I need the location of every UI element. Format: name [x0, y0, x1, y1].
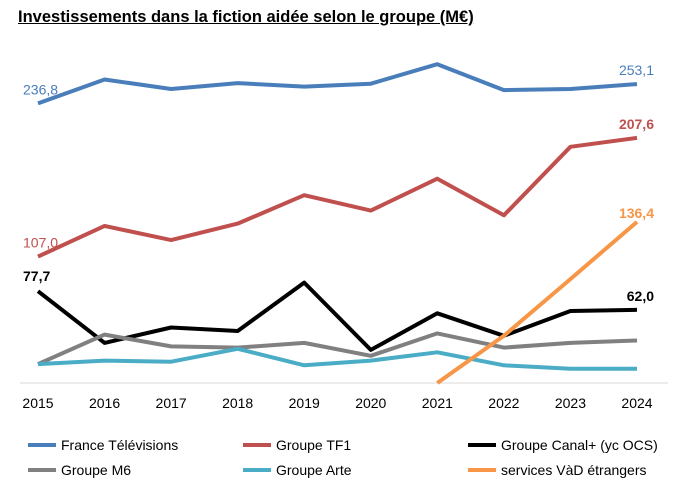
data-label: 253,1 [619, 62, 654, 78]
data-label: 77,7 [23, 268, 50, 284]
series-line-france-televisions [37, 62, 638, 106]
data-label: 62,0 [627, 288, 654, 304]
x-tick-label: 2021 [422, 395, 453, 411]
series-line-groupe-tf1 [37, 135, 638, 259]
x-tick-label: 2019 [289, 395, 320, 411]
x-tick-label: 2022 [488, 395, 519, 411]
series-line-groupe-arte [37, 346, 637, 371]
series-line-services-vad-etrangers [436, 220, 639, 385]
series-line-groupe-m6 [37, 331, 638, 366]
x-tick-label: 2024 [621, 395, 652, 411]
x-tick-label: 2017 [156, 395, 187, 411]
data-label: 107,0 [23, 235, 58, 251]
x-tick-label: 2015 [22, 395, 53, 411]
x-tick-label: 2018 [222, 395, 253, 411]
x-tick-label: 2020 [355, 395, 386, 411]
data-label: 236,8 [23, 81, 58, 97]
series-line-groupe-canal-yc-ocs [36, 280, 638, 352]
x-tick-label: 2016 [89, 395, 120, 411]
data-label: 207,6 [619, 116, 654, 132]
chart-title: Investissements dans la fiction aidée se… [18, 8, 474, 26]
x-tick-label: 2023 [555, 395, 586, 411]
data-label: 136,4 [619, 205, 654, 221]
